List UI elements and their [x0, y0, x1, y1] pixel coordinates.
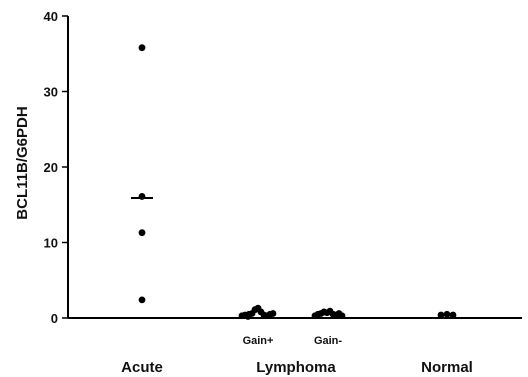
data-point: [138, 296, 146, 304]
data-point: [269, 310, 277, 317]
data-point: [244, 313, 252, 320]
data-point: [138, 229, 146, 237]
y-tick-label: 0: [51, 311, 58, 326]
data-point: [443, 310, 451, 318]
category-label-normal: Normal: [421, 359, 473, 376]
y-tick-label: 10: [44, 236, 58, 251]
data-point: [437, 311, 445, 319]
y-axis-label: BCL11B/G6PDH: [14, 106, 31, 219]
data-points: [131, 44, 457, 320]
data-point: [338, 312, 346, 320]
category-label-acute: Acute: [121, 359, 163, 376]
y-tick-label: 40: [44, 9, 58, 24]
category-labels: Acute Lymphoma Normal Gain+ Gain-: [121, 335, 473, 376]
y-axis-ticks: 0 10 20 30 40: [44, 9, 68, 326]
data-point: [138, 44, 146, 52]
y-tick-label: 20: [44, 160, 58, 175]
subgroup-label-gain-minus: Gain-: [314, 335, 342, 347]
y-tick-label: 30: [44, 85, 58, 100]
category-label-lymphoma: Lymphoma: [256, 359, 336, 376]
data-point: [449, 311, 457, 319]
axes: [67, 16, 522, 319]
subgroup-label-gain-plus: Gain+: [243, 335, 274, 347]
